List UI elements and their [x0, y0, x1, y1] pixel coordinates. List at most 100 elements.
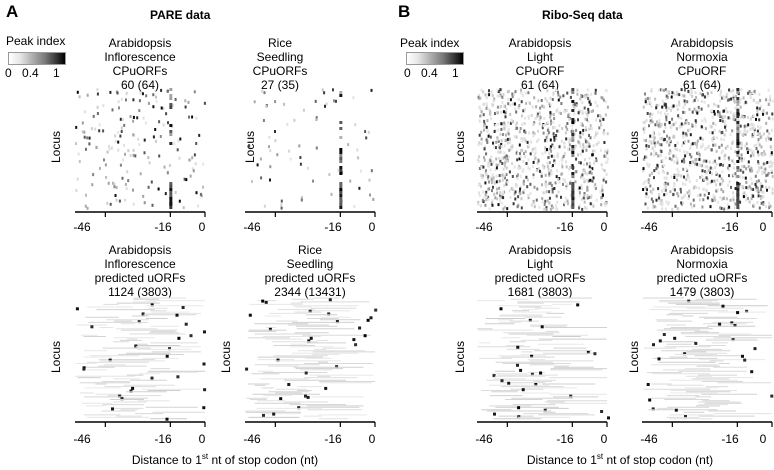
heatmap-cell	[647, 178, 650, 182]
heatmap-cell	[496, 187, 498, 191]
heatmap-cell	[580, 184, 583, 188]
heatmap-cell	[677, 114, 680, 118]
heatmap-cell	[552, 132, 555, 136]
heatmap-cell	[555, 137, 558, 141]
heatmap-cell	[743, 157, 746, 161]
heatmap-cell	[689, 133, 692, 137]
panel-a4-title: Rice Seedling predicted uORFs 2344 (13431)	[264, 243, 356, 299]
heatmap-cell	[519, 155, 522, 159]
heatmap-cell	[702, 198, 705, 202]
heatmap-cell	[765, 139, 768, 142]
heatmap-cell	[579, 135, 582, 139]
heatmap-cell	[756, 109, 759, 113]
heatmap-cell	[606, 148, 609, 152]
heatmap-cell	[482, 113, 485, 117]
heatmap-cell	[678, 93, 681, 97]
heatmap-cell	[688, 127, 691, 131]
heatmap-cell	[560, 139, 563, 143]
heatmap-cell	[680, 116, 683, 120]
heatmap-cell	[662, 138, 665, 142]
heatmap-cell	[77, 152, 80, 156]
heatmap-cell	[706, 196, 709, 200]
heatmap-cell	[753, 144, 756, 148]
heatmap-cell	[81, 121, 84, 125]
heatmap-cell	[152, 135, 155, 139]
heatmap-cell	[761, 172, 764, 176]
heatmap-cell	[519, 368, 523, 372]
heatmap-cell	[722, 179, 725, 183]
heatmap-cell	[758, 107, 761, 111]
heatmap-cell	[523, 155, 526, 159]
heatmap-cell	[734, 150, 737, 154]
heatmap-cell	[764, 167, 767, 171]
heatmap-cell	[540, 99, 543, 102]
heatmap-cell	[651, 112, 654, 116]
heatmap-cell	[751, 134, 754, 138]
heatmap-cell	[589, 136, 592, 140]
heatmap-cell	[688, 180, 691, 184]
heatmap-cell	[765, 179, 767, 183]
heatmap-cell	[746, 151, 749, 154]
heatmap-cell	[504, 155, 507, 159]
heatmap-cell	[750, 177, 753, 181]
heatmap-cell	[497, 122, 500, 126]
heatmap-cell	[717, 110, 719, 114]
heatmap-cell	[741, 185, 744, 189]
heatmap-cell	[568, 143, 571, 147]
heatmap-cell	[563, 141, 566, 145]
heatmap-cell	[736, 121, 740, 124]
heatmap-cell	[762, 195, 765, 199]
heatmap-cell	[493, 130, 496, 133]
heatmap-cell	[644, 186, 647, 190]
heatmap-cell	[758, 206, 761, 210]
heatmap-cell	[485, 198, 488, 202]
heatmap-cell	[697, 109, 700, 113]
heatmap-cell	[332, 88, 334, 92]
heatmap-cell	[519, 187, 522, 191]
heatmap-cell	[487, 197, 490, 201]
heatmap-cell	[484, 181, 487, 185]
heatmap-cell	[184, 322, 188, 326]
panel-b2-tick-0: 0	[759, 220, 767, 234]
heatmap-cell	[529, 182, 532, 186]
heatmap-cell	[750, 116, 753, 120]
heatmap-cell	[483, 128, 485, 132]
heatmap-cell	[88, 142, 91, 146]
heatmap-cell	[549, 103, 552, 107]
heatmap-cell	[121, 158, 124, 162]
heatmap-cell	[713, 159, 716, 163]
heatmap-cell	[486, 129, 489, 133]
heatmap-cell	[655, 141, 658, 145]
heatmap-cell	[658, 339, 662, 343]
heatmap-cell	[189, 334, 193, 338]
heatmap-cell	[493, 192, 496, 196]
heatmap-cell	[162, 123, 165, 127]
heatmap-cell	[762, 132, 765, 136]
heatmap-cell	[148, 161, 151, 165]
heatmap-cell	[501, 176, 504, 180]
heatmap-cell	[496, 88, 499, 92]
heatmap-cell	[492, 160, 495, 164]
heatmap-cell	[664, 207, 667, 211]
heatmap-cell	[668, 106, 671, 110]
heatmap-cell	[108, 147, 111, 151]
heatmap-cell	[563, 145, 566, 149]
heatmap-cell	[113, 185, 116, 189]
heatmap-cell	[512, 92, 515, 96]
heatmap-cell	[688, 163, 691, 167]
heatmap-cell	[485, 106, 488, 110]
heatmap-cell	[498, 179, 501, 183]
heatmap-cell	[259, 157, 262, 161]
heatmap-cell	[289, 157, 292, 161]
heatmap-cell	[649, 134, 652, 138]
heatmap-cell	[720, 177, 723, 181]
heatmap-cell	[307, 339, 311, 343]
heatmap-cell	[735, 106, 738, 110]
heatmap-cell	[753, 203, 756, 207]
heatmap-cell	[532, 134, 535, 138]
heatmap-cell	[499, 88, 502, 92]
heatmap-cell	[173, 142, 176, 146]
heatmap-cell	[752, 150, 755, 154]
heatmap-cell	[118, 106, 120, 110]
heatmap-cell	[517, 415, 521, 419]
